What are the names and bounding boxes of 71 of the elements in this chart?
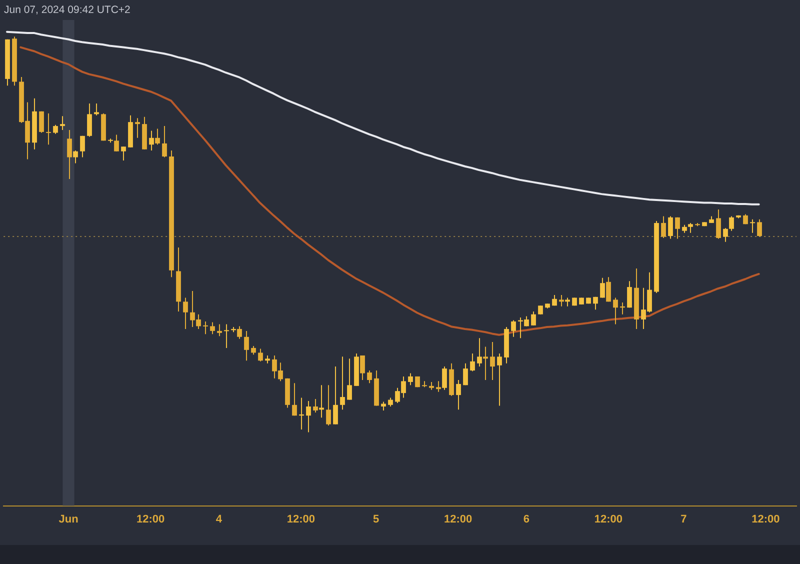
candlestick bbox=[333, 366, 338, 425]
candlestick bbox=[477, 338, 482, 368]
candlestick bbox=[463, 362, 468, 386]
candlestick bbox=[347, 358, 352, 400]
candlestick bbox=[162, 126, 167, 158]
x-tick-label: 7 bbox=[680, 513, 687, 526]
candlestick bbox=[408, 372, 413, 386]
candlestick bbox=[436, 380, 441, 392]
x-tick-label: Jun bbox=[58, 513, 79, 526]
candlestick bbox=[203, 320, 208, 335]
candlestick bbox=[67, 129, 72, 180]
candlestick bbox=[716, 208, 721, 240]
candlestick bbox=[531, 311, 536, 326]
candlestick bbox=[627, 280, 632, 308]
candlestick bbox=[600, 277, 605, 298]
candlestick bbox=[80, 135, 85, 158]
candlestick bbox=[319, 384, 324, 418]
candlestick bbox=[511, 320, 516, 338]
candlestick bbox=[593, 296, 598, 310]
x-tick-label: 4 bbox=[216, 513, 223, 526]
candlestick bbox=[237, 326, 242, 340]
candlestick bbox=[183, 297, 188, 330]
x-tick-label: 12:00 bbox=[444, 513, 472, 526]
candlestick bbox=[155, 128, 160, 146]
candlestick bbox=[121, 146, 126, 161]
x-tick-label: 12:00 bbox=[594, 513, 623, 526]
candlestick bbox=[757, 218, 762, 238]
candlestick bbox=[613, 297, 618, 325]
candlestick bbox=[483, 346, 488, 380]
x-tick-label: 12:00 bbox=[286, 513, 315, 526]
candlestick bbox=[135, 118, 140, 138]
candlestick bbox=[94, 102, 99, 116]
candlestick bbox=[340, 356, 345, 410]
candlestick bbox=[114, 134, 119, 152]
candlestick bbox=[497, 352, 502, 406]
candlestick bbox=[442, 366, 447, 390]
candlestick bbox=[490, 342, 495, 380]
candlestick bbox=[559, 294, 564, 307]
text: Jun 07, 2024 09:42 UTC+2 bbox=[4, 4, 131, 16]
candlestick bbox=[244, 330, 249, 362]
candlestick bbox=[470, 352, 475, 372]
x-tick-label: 6 bbox=[523, 513, 530, 526]
x-tick-label: 12:00 bbox=[752, 513, 780, 526]
candlestick bbox=[217, 324, 222, 337]
candlestick bbox=[53, 124, 58, 134]
candlestick bbox=[367, 370, 372, 384]
candlestick bbox=[73, 150, 78, 164]
candlestick bbox=[606, 276, 611, 302]
candlestick bbox=[668, 216, 673, 240]
candlestick bbox=[306, 400, 311, 433]
candlestick bbox=[360, 354, 365, 380]
candlestick bbox=[688, 222, 693, 234]
x-tick-label: 5 bbox=[373, 513, 380, 526]
candlestick bbox=[723, 228, 728, 242]
candlestick bbox=[661, 216, 666, 238]
candlestick bbox=[313, 398, 318, 413]
x-tick-label: 12:00 bbox=[136, 513, 165, 526]
candlestick bbox=[87, 102, 92, 138]
candlestick bbox=[456, 380, 461, 410]
candlestick bbox=[729, 216, 734, 232]
candlestick bbox=[149, 130, 154, 152]
candlestick bbox=[60, 116, 65, 130]
candlestick bbox=[39, 110, 44, 134]
candlestick bbox=[750, 218, 755, 234]
candlestick bbox=[258, 348, 263, 362]
candlestick bbox=[292, 382, 297, 416]
candlestick bbox=[675, 216, 680, 240]
candlestick bbox=[326, 384, 331, 426]
candlestick bbox=[224, 324, 229, 348]
candlestick bbox=[210, 322, 215, 335]
candlestick bbox=[46, 112, 51, 146]
